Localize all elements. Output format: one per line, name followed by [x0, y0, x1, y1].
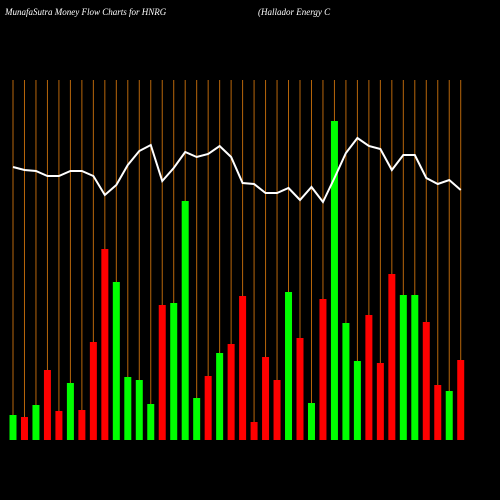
bar — [158, 305, 166, 440]
bar — [422, 322, 430, 440]
bar — [9, 415, 17, 440]
bar — [330, 121, 338, 440]
bar — [193, 398, 201, 440]
bar — [388, 274, 396, 440]
bar — [204, 376, 212, 440]
bar — [170, 303, 178, 440]
bar — [296, 338, 304, 440]
bar — [32, 405, 40, 440]
bar — [342, 323, 350, 440]
bar — [66, 383, 74, 440]
bar — [411, 295, 419, 440]
bar — [250, 422, 258, 440]
bar — [124, 377, 132, 440]
bar — [445, 391, 453, 440]
bar — [43, 370, 51, 440]
bar — [216, 353, 224, 440]
bar — [319, 299, 327, 440]
bar — [227, 344, 235, 440]
bar — [365, 315, 373, 440]
bar — [457, 360, 465, 440]
bar — [181, 201, 189, 440]
chart-title: MunafaSutra Money Flow Charts for HNRG — [4, 7, 167, 17]
bar — [307, 403, 315, 440]
bar — [285, 292, 293, 440]
bar — [376, 363, 384, 440]
bar — [135, 380, 143, 440]
bar — [101, 249, 109, 440]
bar — [78, 410, 86, 440]
bar — [239, 296, 247, 440]
money-flow-line — [12, 136, 462, 204]
bar — [89, 342, 97, 440]
bar — [147, 404, 155, 440]
bar — [273, 380, 281, 440]
bar — [434, 385, 442, 440]
bar — [399, 295, 407, 440]
bar — [55, 411, 63, 440]
bar — [262, 357, 270, 440]
chart-subtitle: (Hallador Energy C — [258, 7, 331, 17]
bar — [353, 361, 361, 440]
bar — [20, 417, 28, 440]
bar — [112, 282, 120, 440]
